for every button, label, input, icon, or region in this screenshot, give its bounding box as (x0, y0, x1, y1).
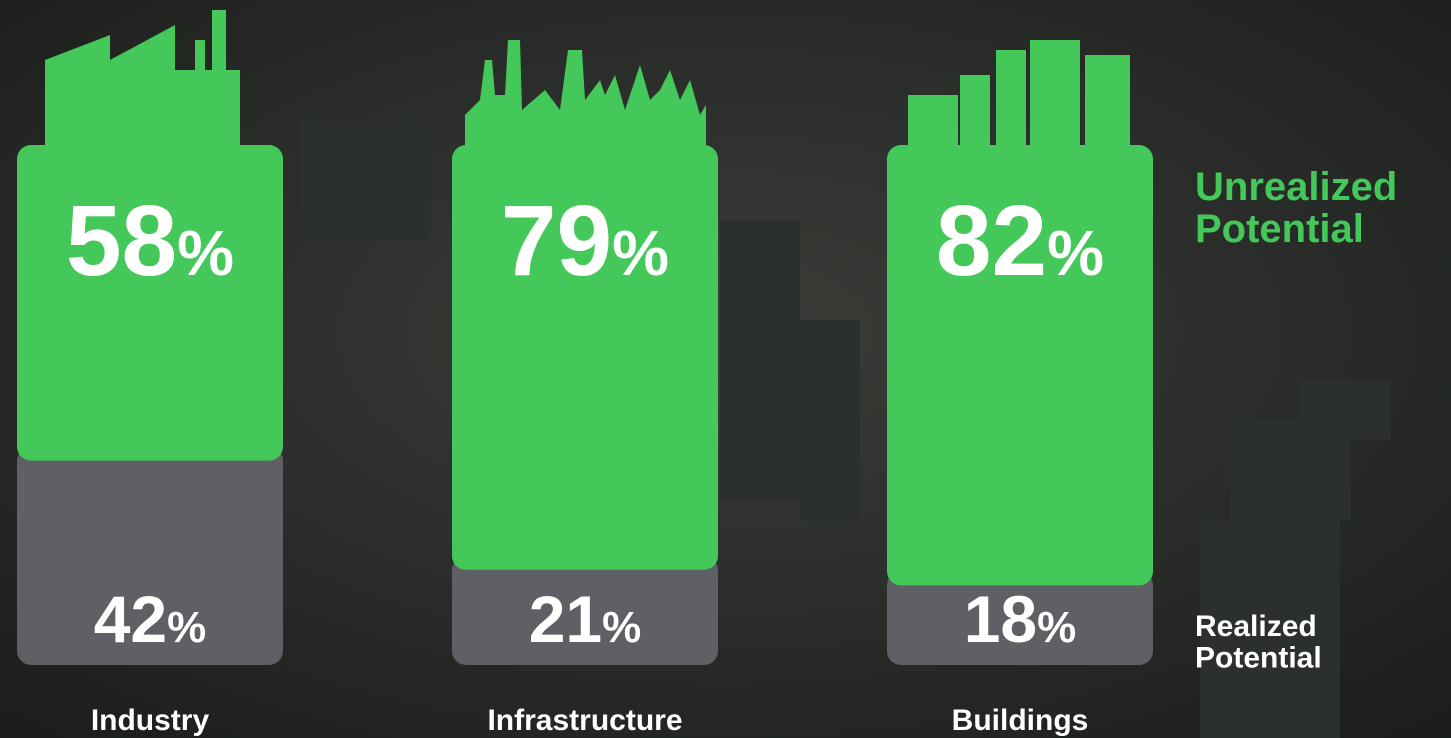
infrastructure-icon (465, 40, 706, 150)
bar-segment (17, 145, 283, 461)
category-label: Industry (91, 704, 210, 737)
value-label: 82% (936, 185, 1104, 297)
category-label: Infrastructure (487, 704, 682, 737)
bar-segment (887, 571, 1153, 665)
bar-segment (17, 446, 283, 665)
value-label: 79% (501, 185, 669, 297)
bar-segment (452, 145, 718, 570)
bar-segment (452, 555, 718, 665)
industry-icon (45, 10, 240, 150)
value-label: 21% (529, 582, 642, 656)
legend-label: Realized Potential (1195, 610, 1322, 675)
value-label: 18% (964, 582, 1077, 656)
value-label: 58% (66, 185, 234, 297)
city-backdrop (300, 120, 1390, 738)
legend-label: Unrealized Potential (1195, 165, 1397, 251)
bar-segment (887, 145, 1153, 586)
buildings-icon (908, 40, 1130, 150)
value-label: 42% (94, 582, 207, 656)
category-label: Buildings (952, 704, 1089, 737)
